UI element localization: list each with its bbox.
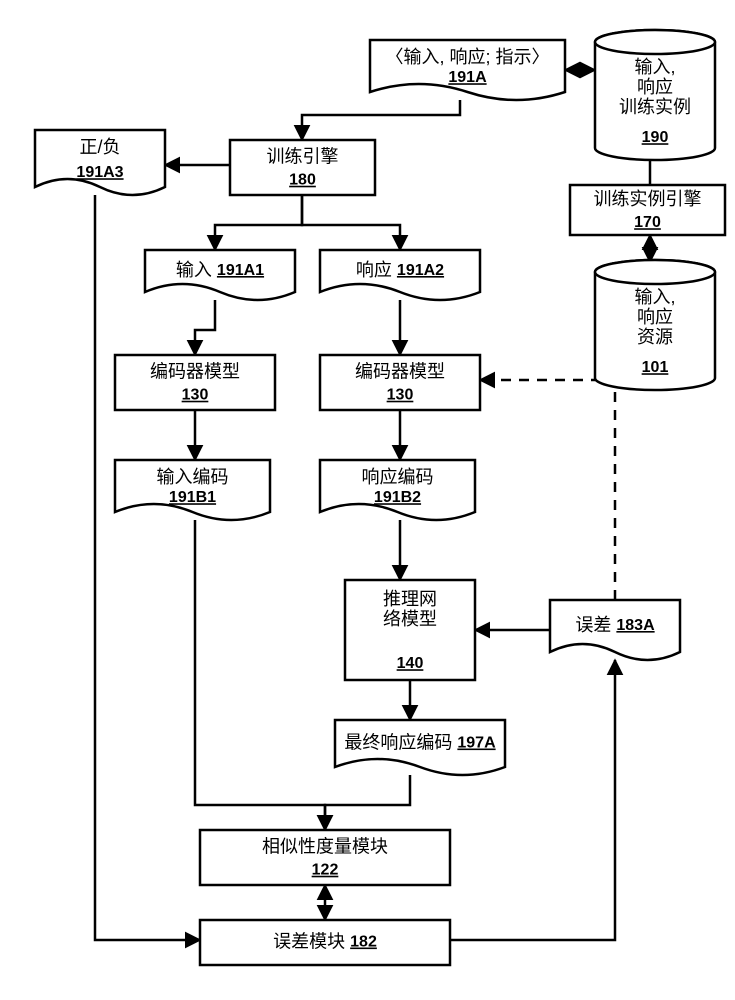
node-doc191A3: 正/负 191A3 bbox=[35, 130, 165, 195]
svg-text:输入,: 输入, bbox=[634, 287, 675, 307]
svg-text:〈输入, 响应; 指示〉: 〈输入, 响应; 指示〉 bbox=[385, 47, 549, 67]
svg-text:191A3: 191A3 bbox=[76, 164, 123, 181]
node-box130a: 编码器模型 130 bbox=[115, 355, 275, 410]
svg-text:资源: 资源 bbox=[637, 327, 673, 347]
svg-text:最终响应编码 197A: 最终响应编码 197A bbox=[344, 732, 496, 752]
svg-text:输入 191A1: 输入 191A1 bbox=[176, 260, 264, 280]
svg-text:180: 180 bbox=[289, 172, 316, 189]
node-doc197A: 最终响应编码 197A bbox=[335, 720, 505, 775]
edge-18 bbox=[95, 195, 200, 940]
edge-7 bbox=[195, 300, 215, 355]
svg-text:输入,: 输入, bbox=[634, 57, 675, 77]
svg-text:191B2: 191B2 bbox=[374, 489, 421, 506]
svg-text:训练引擎: 训练引擎 bbox=[267, 146, 339, 166]
node-doc191B1: 输入编码 191B1 bbox=[115, 460, 270, 520]
node-doc191B2: 响应编码 191B2 bbox=[320, 460, 475, 520]
svg-text:推理网: 推理网 bbox=[383, 589, 437, 609]
node-box140: 推理网络模型 140 bbox=[345, 580, 475, 680]
node-db101: 输入,响应资源 101 bbox=[595, 260, 715, 390]
edge-14 bbox=[480, 380, 615, 600]
svg-text:输入编码: 输入编码 bbox=[157, 467, 229, 487]
node-doc191A1: 输入 191A1 bbox=[145, 250, 295, 300]
svg-text:编码器模型: 编码器模型 bbox=[150, 361, 240, 381]
svg-text:编码器模型: 编码器模型 bbox=[355, 361, 445, 381]
edge-3 bbox=[302, 100, 460, 140]
svg-text:190: 190 bbox=[642, 129, 669, 146]
node-doc191A2: 响应 191A2 bbox=[320, 250, 480, 300]
svg-text:响应 191A2: 响应 191A2 bbox=[356, 260, 444, 280]
svg-text:122: 122 bbox=[312, 862, 339, 879]
svg-text:响应: 响应 bbox=[637, 307, 673, 327]
svg-text:络模型: 络模型 bbox=[383, 609, 437, 629]
flowchart-canvas: 输入,响应训练实例190输入,响应资源101训练实例引擎170〈输入, 响应; … bbox=[0, 0, 735, 1000]
svg-text:130: 130 bbox=[387, 387, 414, 404]
svg-text:191A: 191A bbox=[448, 69, 487, 86]
node-box130b: 编码器模型 130 bbox=[320, 355, 480, 410]
svg-text:170: 170 bbox=[634, 214, 661, 231]
node-box180: 训练引擎 180 bbox=[230, 140, 375, 195]
edge-16 bbox=[195, 520, 325, 830]
svg-text:140: 140 bbox=[397, 655, 424, 672]
node-doc191A: 〈输入, 响应; 指示〉 191A bbox=[370, 40, 565, 100]
svg-text:误差模块 182: 误差模块 182 bbox=[273, 931, 377, 951]
node-box182: 误差模块 182 bbox=[200, 920, 450, 965]
edge-6 bbox=[302, 195, 400, 250]
svg-text:训练实例: 训练实例 bbox=[619, 97, 691, 117]
svg-text:响应: 响应 bbox=[637, 77, 673, 97]
svg-text:相似性度量模块: 相似性度量模块 bbox=[262, 836, 388, 856]
edge-15 bbox=[325, 775, 410, 830]
edge-5 bbox=[215, 195, 302, 250]
svg-text:响应编码: 响应编码 bbox=[362, 467, 434, 487]
node-box122: 相似性度量模块 122 bbox=[200, 830, 450, 885]
svg-text:101: 101 bbox=[642, 359, 669, 376]
svg-text:191B1: 191B1 bbox=[169, 489, 216, 506]
svg-text:训练实例引擎: 训练实例引擎 bbox=[594, 189, 702, 209]
node-box170: 训练实例引擎 170 bbox=[570, 185, 725, 235]
svg-text:正/负: 正/负 bbox=[79, 137, 120, 157]
edge-19 bbox=[450, 660, 615, 940]
svg-text:误差 183A: 误差 183A bbox=[575, 615, 655, 635]
node-db190: 输入,响应训练实例 190 bbox=[595, 30, 715, 160]
node-doc183A: 误差 183A bbox=[550, 600, 680, 660]
svg-text:130: 130 bbox=[182, 387, 209, 404]
